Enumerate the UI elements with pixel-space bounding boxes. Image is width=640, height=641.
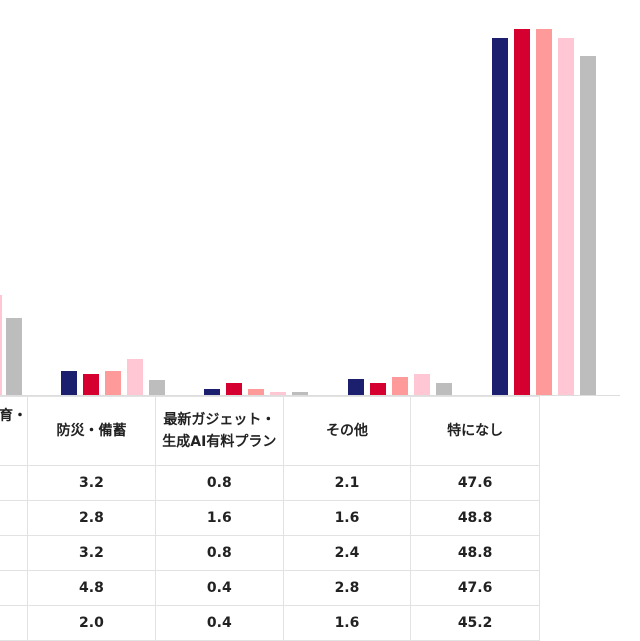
x-axis-baseline	[0, 395, 620, 396]
header-cell: その他	[282, 396, 412, 466]
bar	[558, 38, 574, 395]
table-cell: 47.6	[410, 570, 540, 606]
table-cell: 1.6	[154, 500, 284, 536]
header-cell: 最新ガジェット・ 生成AI有料プラン	[154, 396, 284, 466]
table-row: 3.2 0.8 2.1 47.6	[0, 465, 540, 501]
bar	[580, 56, 596, 395]
bar	[414, 374, 430, 395]
table-cell: 2.4	[282, 535, 412, 571]
bar	[436, 383, 452, 395]
bar	[105, 371, 121, 395]
table-row: 3.2 0.8 2.4 48.8	[0, 535, 540, 571]
bar	[204, 389, 220, 395]
bar	[270, 392, 286, 395]
bar	[226, 383, 242, 395]
bar	[370, 383, 386, 395]
header-cell: 防災・備蓄	[27, 396, 156, 466]
table-cell: 0.8	[154, 465, 284, 501]
table-cell: 48.8	[410, 535, 540, 571]
header-cell: 特になし	[410, 396, 540, 466]
table-cell: 2.8	[282, 570, 412, 606]
table-cell: 1.6	[282, 605, 412, 641]
bar	[61, 371, 77, 395]
bar-partial-gray	[6, 318, 22, 395]
header-cell: 育・	[0, 396, 29, 466]
bar	[348, 379, 364, 395]
bar	[248, 389, 264, 395]
bar	[536, 29, 552, 395]
table-cell: 0.4	[154, 605, 284, 641]
bar	[514, 29, 530, 395]
table-cell: 2.0	[27, 605, 156, 641]
table-cell: 0.4	[154, 570, 284, 606]
table-cell: 2.1	[282, 465, 412, 501]
table-row: 4.8 0.4 2.8 47.6	[0, 570, 540, 606]
table-cell	[0, 535, 29, 571]
table-cell: 47.6	[410, 465, 540, 501]
table-cell: 0.8	[154, 535, 284, 571]
bar	[83, 374, 99, 395]
bar-chart	[0, 29, 620, 396]
table-cell	[0, 570, 29, 606]
table-cell: 48.8	[410, 500, 540, 536]
table-cell	[0, 605, 29, 641]
table-cell: 3.2	[27, 465, 156, 501]
table-header-row: 育・ 防災・備蓄 最新ガジェット・ 生成AI有料プラン その他 特になし	[0, 396, 540, 466]
table-row: 2.8 1.6 1.6 48.8	[0, 500, 540, 536]
data-table: 育・ 防災・備蓄 最新ガジェット・ 生成AI有料プラン その他 特になし 3.2 0…	[0, 396, 540, 641]
bar	[149, 380, 165, 395]
table-cell	[0, 465, 29, 501]
table-cell: 3.2	[27, 535, 156, 571]
table-cell: 4.8	[27, 570, 156, 606]
table-cell: 1.6	[282, 500, 412, 536]
bar	[127, 359, 143, 395]
table-cell: 45.2	[410, 605, 540, 641]
bar	[492, 38, 508, 395]
bar-partial-pink	[0, 295, 2, 395]
bar	[292, 392, 308, 395]
table-row: 2.0 0.4 1.6 45.2	[0, 605, 540, 641]
table-cell: 2.8	[27, 500, 156, 536]
table-cell	[0, 500, 29, 536]
bar	[392, 377, 408, 395]
